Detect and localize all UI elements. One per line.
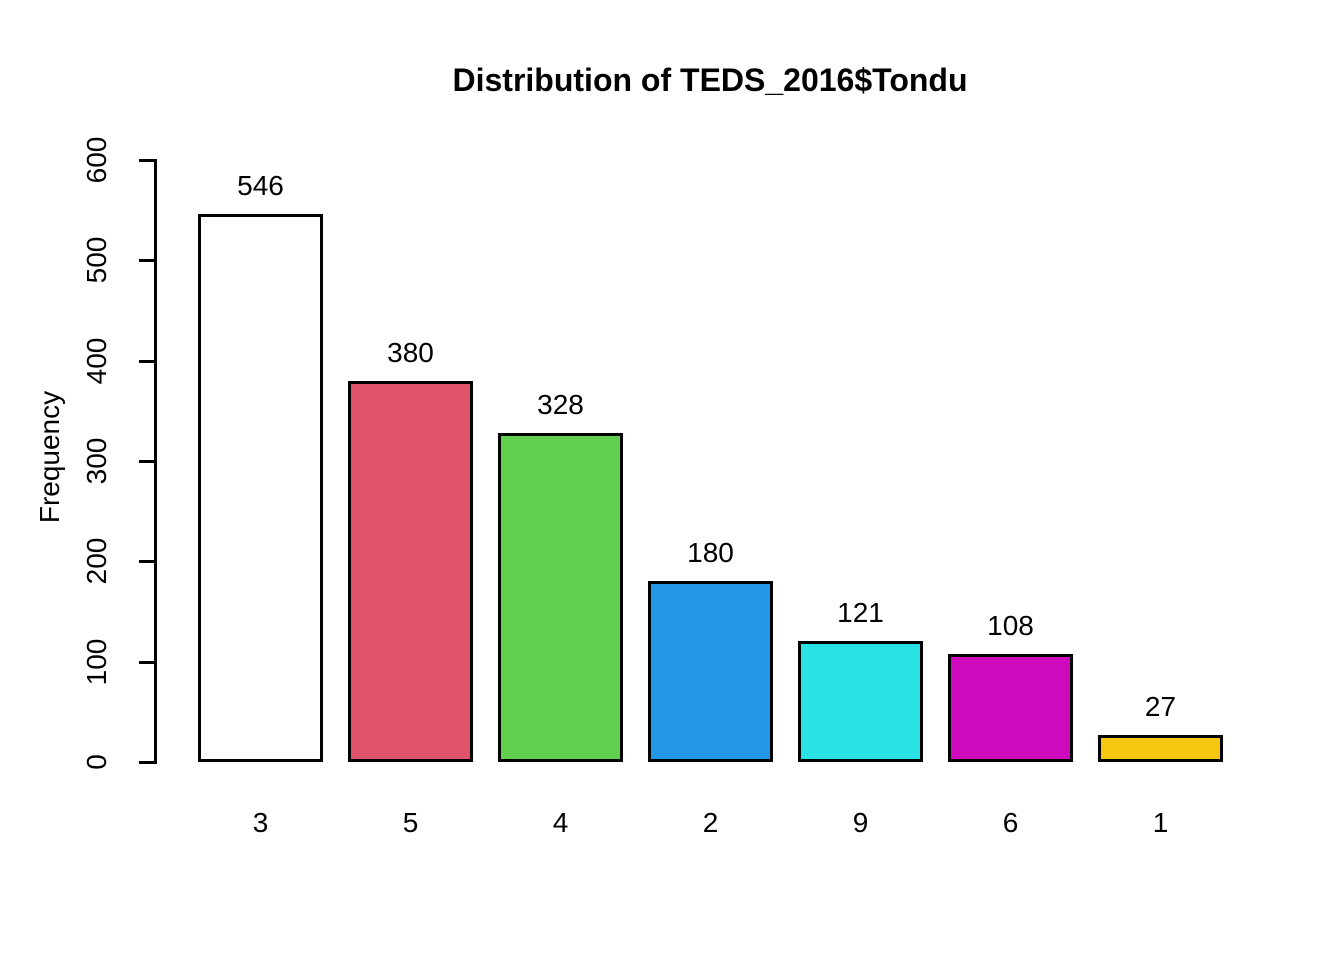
y-tick-label: 600 [81, 136, 112, 184]
y-axis-tick [139, 259, 154, 263]
y-axis-label: Frequency [34, 390, 65, 524]
bar-value-label: 180 [687, 537, 734, 568]
bar [498, 433, 623, 762]
x-tick-label: 4 [552, 807, 569, 838]
y-axis-tick [139, 761, 154, 764]
x-tick-label: 5 [402, 807, 419, 838]
bar-value-label: 108 [987, 610, 1034, 641]
bar [1098, 735, 1223, 762]
y-tick-label: 300 [81, 437, 112, 485]
bar-value-label: 380 [387, 337, 434, 368]
bar [198, 214, 323, 762]
x-tick-label: 3 [252, 807, 269, 838]
chart-title: Distribution of TEDS_2016$Tondu [452, 62, 968, 98]
bar [648, 581, 773, 762]
y-tick-label: 0 [81, 754, 112, 770]
y-axis-tick [139, 460, 154, 463]
y-axis-tick [139, 159, 154, 162]
bar [948, 654, 1073, 762]
bar [798, 641, 923, 762]
y-tick-label: 200 [81, 537, 112, 585]
bar-value-label: 546 [237, 170, 284, 201]
x-tick-label: 1 [1152, 807, 1169, 838]
x-tick-label: 6 [1002, 807, 1019, 838]
y-axis-line [154, 159, 157, 764]
y-tick-label: 500 [81, 236, 112, 284]
y-axis-tick [139, 359, 154, 363]
bar-value-label: 328 [537, 389, 584, 420]
y-tick-label: 100 [81, 638, 112, 686]
bar-value-label: 121 [837, 597, 884, 628]
bar-value-label: 27 [1144, 691, 1177, 722]
y-axis-tick [139, 660, 154, 664]
x-tick-label: 9 [852, 807, 869, 838]
y-tick-label: 400 [81, 337, 112, 385]
y-axis-tick [139, 560, 154, 564]
x-tick-label: 2 [702, 807, 719, 838]
bar [348, 381, 473, 762]
